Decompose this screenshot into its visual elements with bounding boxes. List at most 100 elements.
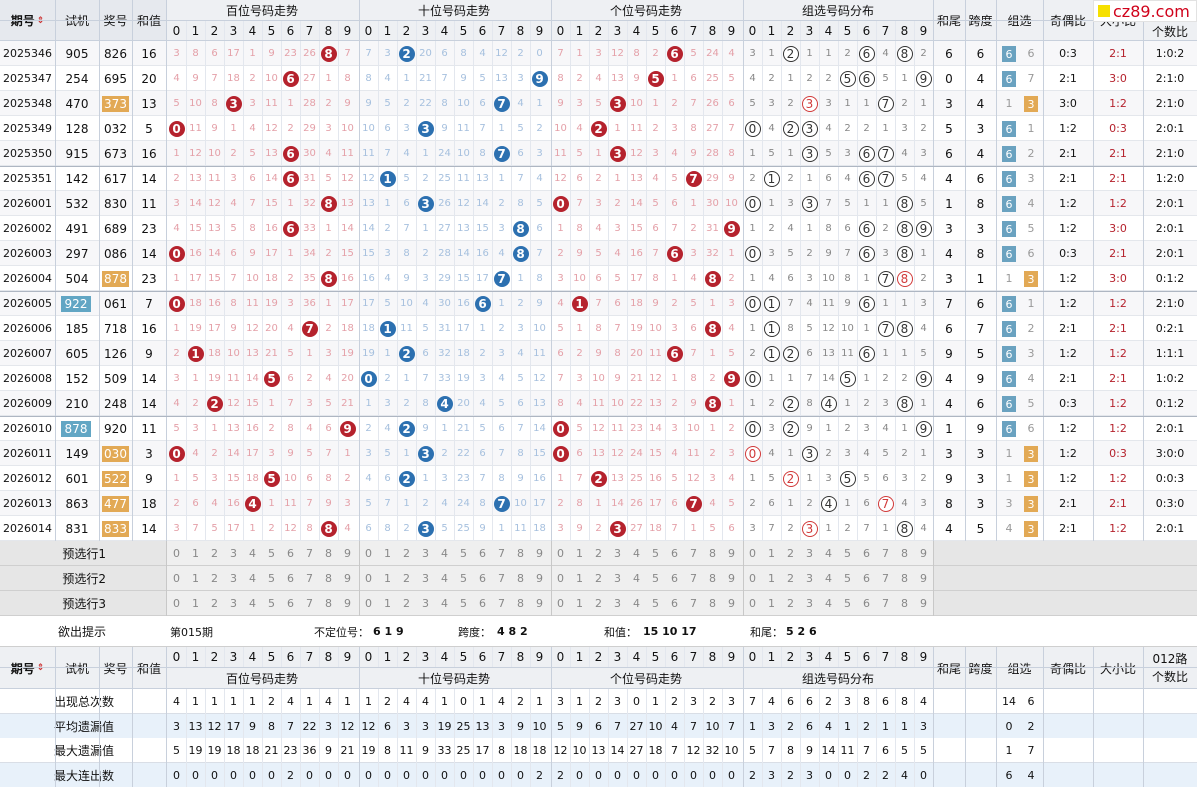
- preselect-digit[interactable]: 0: [365, 547, 372, 560]
- h-hit-ball[interactable]: 6: [282, 220, 299, 237]
- t-hit-ball[interactable]: 8: [512, 220, 529, 237]
- preselect-digit[interactable]: 8: [709, 597, 716, 610]
- h-hit-ball[interactable]: 0: [168, 245, 185, 262]
- u-hit-ball[interactable]: 7: [685, 170, 702, 187]
- u-hit-ball[interactable]: 2: [590, 470, 607, 487]
- t-hit-ball[interactable]: 6: [474, 295, 491, 312]
- group-hit[interactable]: 1: [763, 295, 780, 312]
- preselect-digit[interactable]: 7: [690, 547, 697, 560]
- u-hit-ball[interactable]: 6: [666, 345, 683, 362]
- t-hit-ball[interactable]: 4: [436, 395, 453, 412]
- preselect-digit[interactable]: 4: [633, 597, 640, 610]
- u-hit-ball[interactable]: 0: [552, 195, 569, 212]
- preselect-digit[interactable]: 2: [595, 597, 602, 610]
- preselect-digit[interactable]: 7: [882, 597, 889, 610]
- preselect-digit[interactable]: 1: [768, 547, 775, 560]
- preselect-digit[interactable]: 6: [479, 597, 486, 610]
- h-hit-ball[interactable]: 6: [282, 170, 299, 187]
- h-hit-ball[interactable]: 8: [320, 520, 337, 537]
- preselect-digit[interactable]: 2: [787, 572, 794, 585]
- preselect-digit[interactable]: 3: [422, 572, 429, 585]
- group-hit[interactable]: 3: [801, 120, 818, 137]
- preselect-digit[interactable]: 9: [920, 597, 927, 610]
- preselect-digit[interactable]: 3: [614, 572, 621, 585]
- h-hit-ball[interactable]: 3: [225, 95, 242, 112]
- h-hit-ball[interactable]: 5: [263, 370, 280, 387]
- preselect-digit[interactable]: 8: [901, 547, 908, 560]
- preselect-digit[interactable]: 9: [536, 572, 543, 585]
- h-hit-ball[interactable]: 8: [320, 270, 337, 287]
- t-hit-ball[interactable]: 2: [398, 45, 415, 62]
- h-hit-ball[interactable]: 6: [282, 145, 299, 162]
- preselect-digit[interactable]: 1: [768, 597, 775, 610]
- preselect-digit[interactable]: 7: [306, 597, 313, 610]
- preselect-digit[interactable]: 2: [595, 547, 602, 560]
- h-hit-ball[interactable]: 5: [263, 470, 280, 487]
- preselect-digit[interactable]: 6: [287, 572, 294, 585]
- preselect-digit[interactable]: 0: [173, 547, 180, 560]
- preselect-digit[interactable]: 4: [249, 572, 256, 585]
- h-hit-ball[interactable]: 1: [187, 345, 204, 362]
- preselect-digit[interactable]: 4: [825, 597, 832, 610]
- group-hit[interactable]: 1: [763, 345, 780, 362]
- group-hit[interactable]: 6: [858, 70, 875, 87]
- preselect-digit[interactable]: 0: [749, 572, 756, 585]
- preselect-digit[interactable]: 4: [441, 597, 448, 610]
- group-hit[interactable]: 6: [858, 45, 875, 62]
- preselect-digit[interactable]: 1: [384, 572, 391, 585]
- group-hit-red[interactable]: 7: [877, 495, 894, 512]
- preselect-digit[interactable]: 0: [749, 597, 756, 610]
- group-hit[interactable]: 3: [801, 145, 818, 162]
- t-hit-ball[interactable]: 1: [379, 320, 396, 337]
- group-hit[interactable]: 2: [782, 420, 799, 437]
- group-hit[interactable]: 6: [858, 220, 875, 237]
- preselect-digit[interactable]: 8: [709, 572, 716, 585]
- preselect-digit[interactable]: 6: [671, 572, 678, 585]
- issue-cell[interactable]: 2026013: [3, 497, 52, 510]
- issue-cell[interactable]: 2026009: [3, 397, 52, 410]
- issue-cell[interactable]: 2025346: [3, 47, 52, 60]
- preselect-digit[interactable]: 6: [287, 597, 294, 610]
- t-hit-ball[interactable]: 2: [398, 470, 415, 487]
- preselect-digit[interactable]: 6: [671, 597, 678, 610]
- preselect-digit[interactable]: 5: [844, 572, 851, 585]
- preselect-digit[interactable]: 1: [384, 547, 391, 560]
- t-hit-ball[interactable]: 3: [417, 120, 434, 137]
- u-hit-ball[interactable]: 8: [704, 270, 721, 287]
- preselect-digit[interactable]: 7: [498, 547, 505, 560]
- group-hit[interactable]: 8: [896, 45, 913, 62]
- group-hit[interactable]: 5: [839, 470, 856, 487]
- preselect-digit[interactable]: 7: [690, 597, 697, 610]
- preselect-digit[interactable]: 9: [344, 547, 351, 560]
- preselect-digit[interactable]: 8: [517, 547, 524, 560]
- preselect-digit[interactable]: 1: [576, 547, 583, 560]
- group-hit[interactable]: 9: [915, 370, 932, 387]
- issue-cell[interactable]: 2026003: [3, 247, 52, 260]
- group-hit[interactable]: 3: [801, 445, 818, 462]
- group-hit[interactable]: 5: [839, 370, 856, 387]
- group-hit[interactable]: 8: [896, 395, 913, 412]
- group-hit[interactable]: 0: [744, 295, 761, 312]
- group-hit[interactable]: 7: [877, 270, 894, 287]
- preselect-digit[interactable]: 1: [192, 547, 199, 560]
- t-hit-ball[interactable]: 1: [379, 170, 396, 187]
- u-hit-ball[interactable]: 9: [723, 220, 740, 237]
- u-hit-ball[interactable]: 6: [666, 245, 683, 262]
- preselect-digit[interactable]: 5: [652, 572, 659, 585]
- preselect-digit[interactable]: 1: [576, 572, 583, 585]
- preselect-digit[interactable]: 2: [211, 597, 218, 610]
- group-hit-red[interactable]: 3: [801, 95, 818, 112]
- preselect-digit[interactable]: 2: [211, 547, 218, 560]
- t-hit-ball[interactable]: 2: [398, 345, 415, 362]
- group-hit[interactable]: 8: [896, 195, 913, 212]
- preselect-digit[interactable]: 1: [192, 572, 199, 585]
- preselect-digit[interactable]: 9: [344, 597, 351, 610]
- preselect-digit[interactable]: 0: [557, 597, 564, 610]
- u-hit-ball[interactable]: 0: [552, 420, 569, 437]
- preselect-digit[interactable]: 9: [536, 597, 543, 610]
- u-hit-ball[interactable]: 2: [590, 120, 607, 137]
- t-hit-ball[interactable]: 3: [417, 195, 434, 212]
- group-hit[interactable]: 0: [744, 370, 761, 387]
- preselect-digit[interactable]: 6: [479, 547, 486, 560]
- group-hit-red[interactable]: 2: [782, 470, 799, 487]
